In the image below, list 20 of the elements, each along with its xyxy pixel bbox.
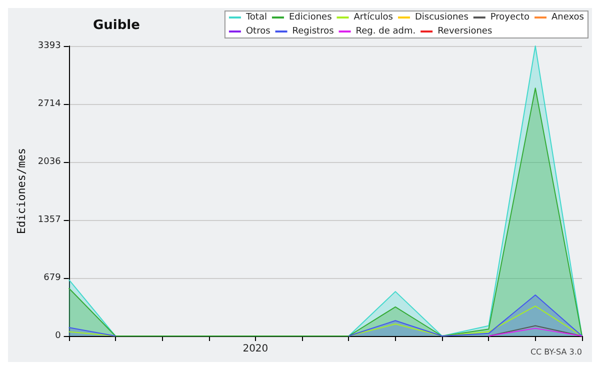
legend-label: Registros (292, 26, 334, 36)
legend-label: Ediciones (288, 12, 332, 22)
legend-label: Anexos (552, 12, 584, 22)
y-axis-title: Ediciones/mes (15, 148, 28, 234)
y-tick-label: 0 (55, 331, 62, 341)
legend-label: Reversiones (438, 26, 492, 36)
text: CC BY-SA 3.0 (530, 348, 582, 356)
legend-label: Discusiones (414, 12, 469, 22)
legend-label: Reg. de adm. (356, 26, 416, 36)
legend-label: Otros (246, 26, 271, 36)
y-tick-label: 3393 (38, 41, 61, 51)
legend-label: Proyecto (490, 12, 530, 22)
y-tick-label: 2036 (38, 156, 62, 167)
x-tick-label: 2020 (242, 344, 268, 354)
y-tick-label: 1357 (38, 215, 61, 226)
y-tick-label: 2714 (38, 99, 62, 110)
chart-title: Guible (93, 18, 140, 33)
legend-label: Total (244, 12, 267, 22)
y-tick-label: 679 (44, 272, 62, 283)
legend-label: Artículos (354, 12, 394, 22)
